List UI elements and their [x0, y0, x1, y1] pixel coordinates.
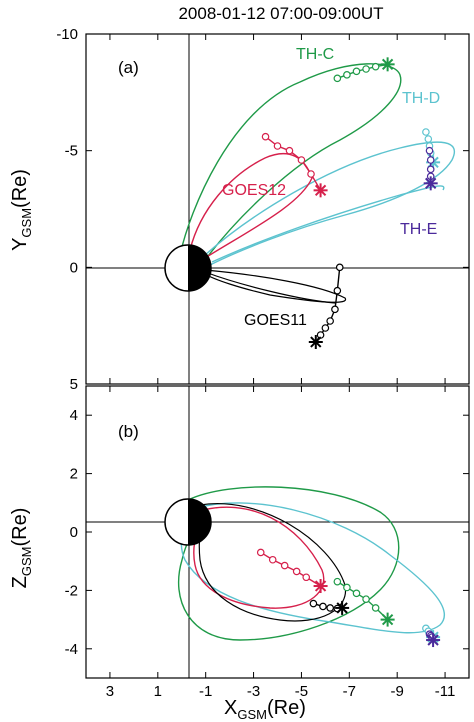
label-thd: TH-D	[402, 90, 440, 107]
x-tick-label: 3	[106, 683, 114, 700]
label-goes11: GOES11	[244, 312, 307, 329]
y-tick-label: 2	[70, 466, 78, 483]
goes11-orbit-loop-b	[198, 503, 347, 622]
x-tick-label: 1	[154, 683, 162, 700]
x-axis-title: XGSM(Re)	[224, 697, 306, 722]
th-e-point	[426, 156, 435, 164]
th-c-point	[371, 62, 380, 71]
chart-title: 2008-01-12 07:00-09:00UT	[178, 4, 383, 23]
label-thc: TH-C	[296, 46, 334, 63]
y-tick-label: 4	[70, 407, 78, 424]
panel-b-ticks: 3 1 -1 -3 -5 -7 -9 -11 4 2 0 -2 -4	[65, 386, 469, 700]
svg-text:YGSM(Re): YGSM(Re)	[9, 169, 34, 251]
panel-a-frame	[85, 33, 470, 385]
goes12-point	[268, 555, 277, 564]
panel-a-orbit-loops	[179, 63, 455, 304]
goes11-orbit-loop-a-inner	[204, 271, 336, 304]
x-tick-label: -1	[199, 683, 212, 700]
panel-b-ylabel: ZGSM(Re)	[9, 508, 34, 589]
goes12-point	[297, 156, 306, 164]
earth-a	[164, 244, 212, 292]
thd-orbit-loop-a	[204, 141, 455, 266]
goes12-end-marker	[313, 579, 328, 594]
panel-a-label: (a)	[118, 58, 139, 77]
panel-b-orbit-loops	[177, 486, 446, 641]
thd-orbit-loop-b	[180, 502, 446, 634]
y-tick-label: 5	[70, 376, 78, 393]
goes12-end-marker	[313, 183, 328, 198]
y-tick-label: -5	[65, 143, 78, 160]
panel-b-series	[256, 548, 441, 648]
th-c-point	[333, 74, 342, 83]
goes11-point	[319, 602, 327, 611]
thc-orbit-loop-b	[177, 486, 400, 641]
panel-a-ylabel: YGSM(Re)	[9, 169, 34, 251]
y-tick-label: -4	[65, 641, 78, 658]
goes12-orbit-loop-b	[193, 506, 325, 609]
x-tick-label: -7	[343, 683, 356, 700]
panel-b: 3 1 -1 -3 -5 -7 -9 -11 4 2 0 -2 -4 (b) ZGSM(Re)	[9, 385, 470, 700]
th-c-point	[352, 589, 361, 598]
th-c-point	[371, 604, 380, 612]
goes12-point	[261, 132, 270, 141]
th-e-end-marker	[426, 633, 441, 648]
goes11-end-marker	[308, 335, 323, 349]
th-d-point	[422, 128, 430, 136]
panel-a-ticks: -10 -5 0 5	[56, 26, 469, 393]
x-tick-label: -11	[435, 683, 456, 700]
goes11-point	[309, 599, 318, 608]
th-c-end-marker	[380, 612, 395, 627]
th-c-point	[352, 67, 361, 76]
goes12-point	[285, 146, 294, 155]
the-orbit-loop-a	[211, 185, 445, 263]
x-tick-label: -3	[247, 683, 260, 700]
goes12-point	[302, 573, 311, 582]
goes12-point	[307, 170, 315, 178]
panel-a: -10 -5 0 5 (a) TH-C TH-D TH-E GOES12 GOES11…	[9, 26, 470, 393]
thc-orbit-loop-a	[179, 63, 402, 261]
goes12-point	[273, 142, 282, 150]
th-c-point	[343, 583, 351, 592]
panel-b-frame	[85, 385, 470, 679]
goes12-point	[256, 548, 265, 557]
goes12-orbit-loop-a	[189, 153, 313, 259]
th-e-end-marker	[423, 176, 438, 191]
earth-b	[164, 498, 212, 546]
th-c-point	[343, 71, 351, 79]
x-tick-label: -5	[295, 683, 308, 700]
panel-b-label: (b)	[118, 422, 139, 441]
goes11-point	[326, 604, 334, 612]
y-tick-label: 0	[70, 524, 78, 541]
goes11-point	[333, 286, 342, 295]
th-e-point	[426, 165, 435, 174]
th-c-point	[333, 577, 342, 586]
y-tick-label: 0	[70, 259, 78, 276]
th-e-point	[425, 146, 434, 155]
svg-text:ZGSM(Re): ZGSM(Re)	[9, 508, 34, 589]
goes11-end-marker	[335, 600, 350, 615]
th-c-point	[362, 595, 370, 603]
goes11-point	[331, 305, 339, 314]
goes11-orbit-loop-a	[204, 269, 347, 303]
label-the: TH-E	[400, 221, 437, 238]
th-d-point	[424, 135, 433, 143]
goes11-point	[326, 317, 334, 325]
goes12-point	[280, 561, 289, 570]
label-goes12: GOES12	[222, 182, 286, 199]
y-tick-label: -2	[65, 582, 78, 599]
y-tick-label: -10	[56, 26, 78, 43]
x-tick-label: -9	[391, 683, 404, 700]
goes11-point	[321, 324, 330, 332]
th-c-point	[362, 65, 370, 73]
th-c-end-marker	[380, 57, 395, 72]
goes12-point	[292, 567, 301, 576]
goes11-point	[335, 263, 344, 272]
panel-a-series	[261, 57, 441, 349]
